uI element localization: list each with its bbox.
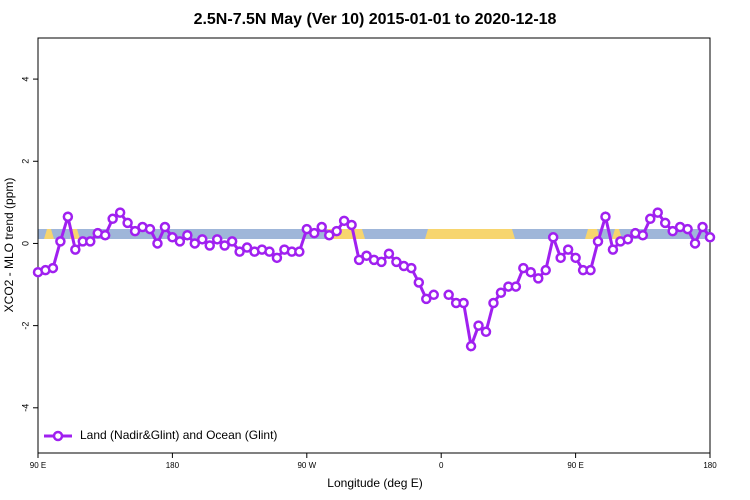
data-point xyxy=(107,213,118,225)
data-point xyxy=(547,232,559,243)
ocean-band xyxy=(38,229,710,239)
data-point xyxy=(645,213,656,225)
land-patch xyxy=(425,229,515,239)
data-point xyxy=(555,252,566,264)
data-point xyxy=(226,236,238,247)
data-point xyxy=(473,320,484,331)
data-point xyxy=(533,273,544,284)
data-point xyxy=(458,297,469,309)
data-point xyxy=(495,287,507,299)
data-point xyxy=(309,227,320,239)
data-point xyxy=(294,246,305,257)
data-point xyxy=(271,252,283,264)
data-point xyxy=(99,229,111,241)
data-point xyxy=(704,232,716,243)
data-point xyxy=(465,340,477,352)
data-point xyxy=(159,221,171,233)
x-tick-label: 180 xyxy=(703,461,717,470)
land-patch xyxy=(44,229,54,239)
x-tick-label: 0 xyxy=(439,461,444,470)
legend-label: Land (Nadir&Glint) and Ocean (Glint) xyxy=(80,428,277,442)
data-point xyxy=(361,250,372,262)
data-point xyxy=(570,252,581,264)
data-point xyxy=(122,217,133,229)
data-point xyxy=(114,207,126,218)
data-point xyxy=(406,262,417,274)
data-point xyxy=(682,223,693,235)
data-point xyxy=(525,266,537,278)
data-point xyxy=(346,219,357,231)
data-point xyxy=(413,277,425,288)
data-point xyxy=(219,240,230,251)
data-point xyxy=(607,244,619,255)
y-tick-label: 2 xyxy=(20,159,30,164)
data-point xyxy=(353,254,365,266)
data-point xyxy=(182,229,193,241)
y-axis-label: XCO2 - MLO trend (ppm) xyxy=(2,178,16,313)
data-point xyxy=(540,264,551,276)
y-tick-label: 4 xyxy=(20,77,30,82)
data-point xyxy=(47,262,59,274)
data-point xyxy=(129,225,141,237)
data-point xyxy=(197,234,208,245)
x-tick-label: 90 W xyxy=(297,461,316,470)
data-point xyxy=(211,234,223,245)
chart-title: 2.5N-7.5N May (Ver 10) 2015-01-01 to 202… xyxy=(194,11,557,28)
data-point xyxy=(480,326,492,338)
data-point xyxy=(316,221,327,233)
data-point xyxy=(622,234,634,245)
data-point xyxy=(338,215,350,227)
data-point xyxy=(562,244,574,255)
data-point xyxy=(637,229,649,241)
data-point xyxy=(241,242,253,253)
data-point xyxy=(689,238,701,249)
data-point xyxy=(323,229,335,241)
data-point xyxy=(204,240,215,251)
data-point xyxy=(264,246,275,257)
data-point xyxy=(174,236,186,247)
data-point xyxy=(421,293,432,305)
data-point xyxy=(592,236,604,247)
plot-frame xyxy=(37,37,711,454)
y-tick-label: 0 xyxy=(20,241,30,246)
x-axis-label: Longitude (deg E) xyxy=(327,476,422,490)
data-point xyxy=(144,223,156,235)
data-point xyxy=(518,262,529,274)
data-point xyxy=(383,248,395,259)
data-point xyxy=(167,232,178,243)
data-point xyxy=(652,207,663,218)
x-tick-label: 180 xyxy=(166,461,180,470)
data-point xyxy=(85,236,96,247)
data-point xyxy=(376,256,387,268)
x-tick-label: 90 E xyxy=(567,461,583,470)
data-point xyxy=(189,238,201,249)
data-point xyxy=(510,281,522,292)
data-point xyxy=(443,289,454,301)
data-point xyxy=(667,225,678,237)
data-point xyxy=(70,244,81,255)
data-point xyxy=(152,238,163,249)
data-point xyxy=(697,221,708,233)
data-point xyxy=(234,246,245,257)
data-point xyxy=(488,297,499,309)
data-point xyxy=(301,223,313,235)
data-point xyxy=(600,211,611,222)
x-tick-label: 90 E xyxy=(30,461,46,470)
data-point xyxy=(659,217,671,229)
legend-marker xyxy=(52,430,64,442)
data-point xyxy=(391,256,402,268)
data-point xyxy=(585,264,596,276)
data-point xyxy=(331,225,342,237)
data-point xyxy=(428,289,439,301)
data-point xyxy=(62,211,74,222)
data-point xyxy=(55,236,66,247)
y-tick-label: -4 xyxy=(20,404,30,412)
y-tick-label: -2 xyxy=(20,322,30,330)
